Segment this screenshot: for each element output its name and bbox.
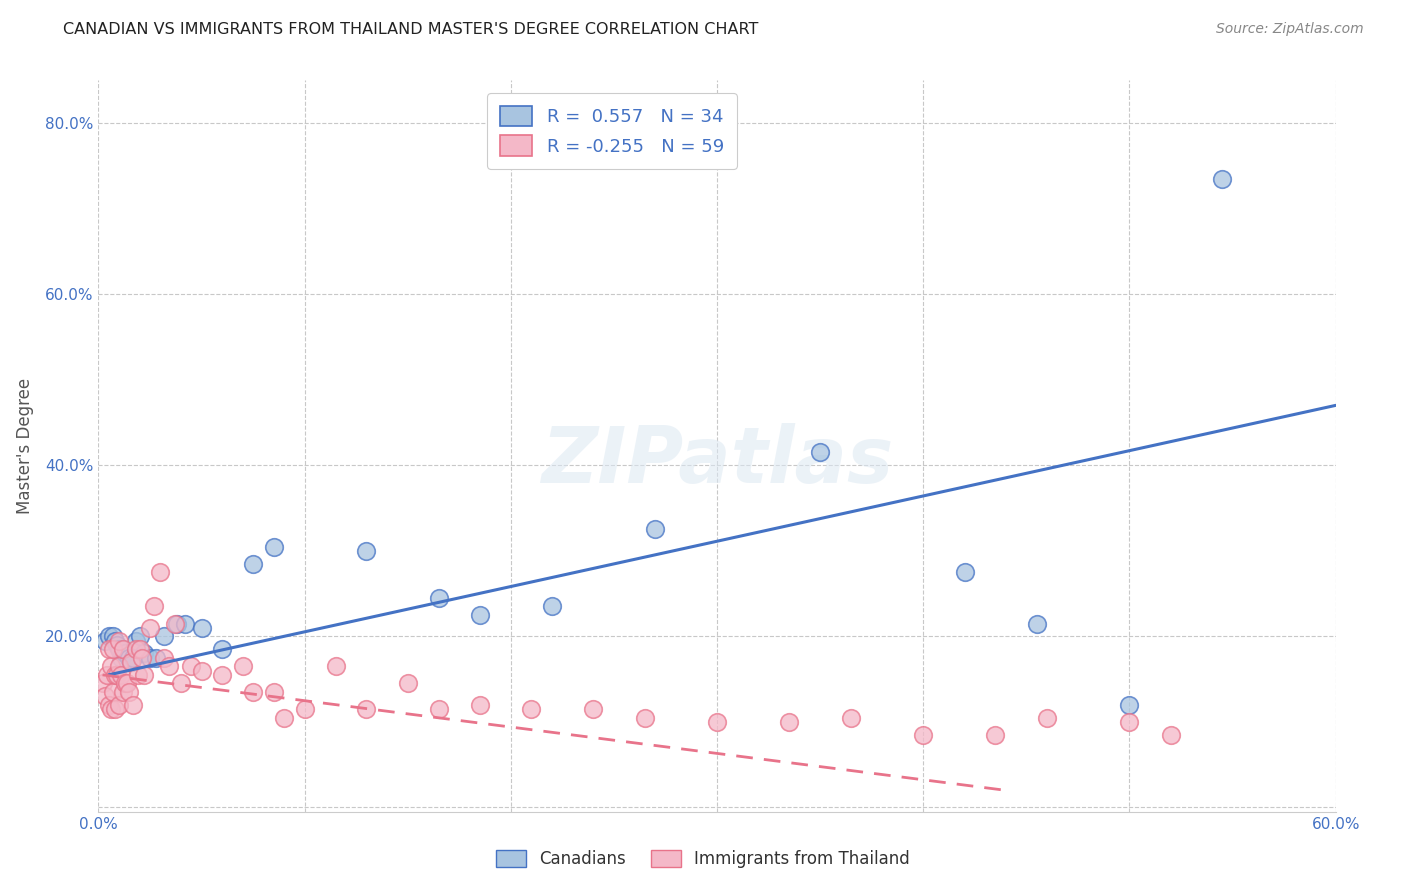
Point [1118,714,1140,729]
Legend: R =  0.557   N = 34, R = -0.255   N = 59: R = 0.557 N = 34, R = -0.255 N = 59 [486,93,737,169]
Point [1118,698,1140,712]
Point [122,698,145,712]
Point [634,711,657,725]
Point [132,647,155,661]
Point [174,616,197,631]
Point [163,616,186,631]
Point [97,629,120,643]
Point [127,668,149,682]
Point [356,543,378,558]
Point [112,685,135,699]
Point [644,523,666,537]
Y-axis label: Master's Degree: Master's Degree [15,378,34,514]
Point [263,540,285,554]
Point [232,659,254,673]
Point [294,702,316,716]
Point [97,698,120,712]
Point [128,629,150,643]
Point [117,676,139,690]
Point [153,629,176,643]
Point [114,647,136,661]
Point [190,664,212,678]
Text: Source: ZipAtlas.com: Source: ZipAtlas.com [1216,22,1364,37]
Point [190,621,212,635]
Point [108,633,131,648]
Point [110,668,132,682]
Point [1160,728,1182,742]
Point [153,650,176,665]
Point [112,642,135,657]
Point [139,650,162,665]
Point [211,668,233,682]
Point [118,650,141,665]
Point [93,690,115,704]
Point [427,591,450,605]
Point [91,676,114,690]
Point [582,702,605,716]
Point [242,685,264,699]
Point [110,650,132,665]
Point [143,599,166,614]
Point [541,599,564,614]
Text: ZIPatlas: ZIPatlas [541,423,893,499]
Point [108,642,131,657]
Point [131,650,153,665]
Point [396,676,419,690]
Point [108,659,131,673]
Point [1036,711,1059,725]
Point [839,711,862,725]
Point [356,702,378,716]
Point [211,642,233,657]
Point [325,659,347,673]
Point [104,702,127,716]
Point [180,659,202,673]
Point [104,633,127,648]
Point [808,445,831,459]
Point [132,668,155,682]
Legend: Canadians, Immigrants from Thailand: Canadians, Immigrants from Thailand [489,843,917,875]
Point [101,642,124,657]
Point [104,668,127,682]
Point [1025,616,1047,631]
Point [124,633,146,648]
Point [468,698,491,712]
Point [105,638,128,652]
Point [427,702,450,716]
Point [124,642,146,657]
Point [242,557,264,571]
Point [912,728,935,742]
Point [170,676,193,690]
Point [120,655,142,669]
Point [984,728,1007,742]
Point [145,650,167,665]
Point [273,711,295,725]
Point [93,633,115,648]
Point [149,565,172,579]
Point [778,714,800,729]
Point [706,714,728,729]
Point [101,685,124,699]
Point [139,621,162,635]
Point [114,676,136,690]
Point [97,642,120,657]
Point [468,607,491,622]
Point [122,650,145,665]
Point [128,642,150,657]
Point [1211,171,1233,186]
Point [112,642,135,657]
Point [118,685,141,699]
Point [101,629,124,643]
Point [263,685,285,699]
Point [157,659,180,673]
Point [100,702,122,716]
Point [100,659,122,673]
Point [166,616,188,631]
Text: CANADIAN VS IMMIGRANTS FROM THAILAND MASTER'S DEGREE CORRELATION CHART: CANADIAN VS IMMIGRANTS FROM THAILAND MAS… [63,22,759,37]
Point [105,668,128,682]
Point [108,698,131,712]
Point [96,668,118,682]
Point [120,655,142,669]
Point [520,702,543,716]
Point [953,565,976,579]
